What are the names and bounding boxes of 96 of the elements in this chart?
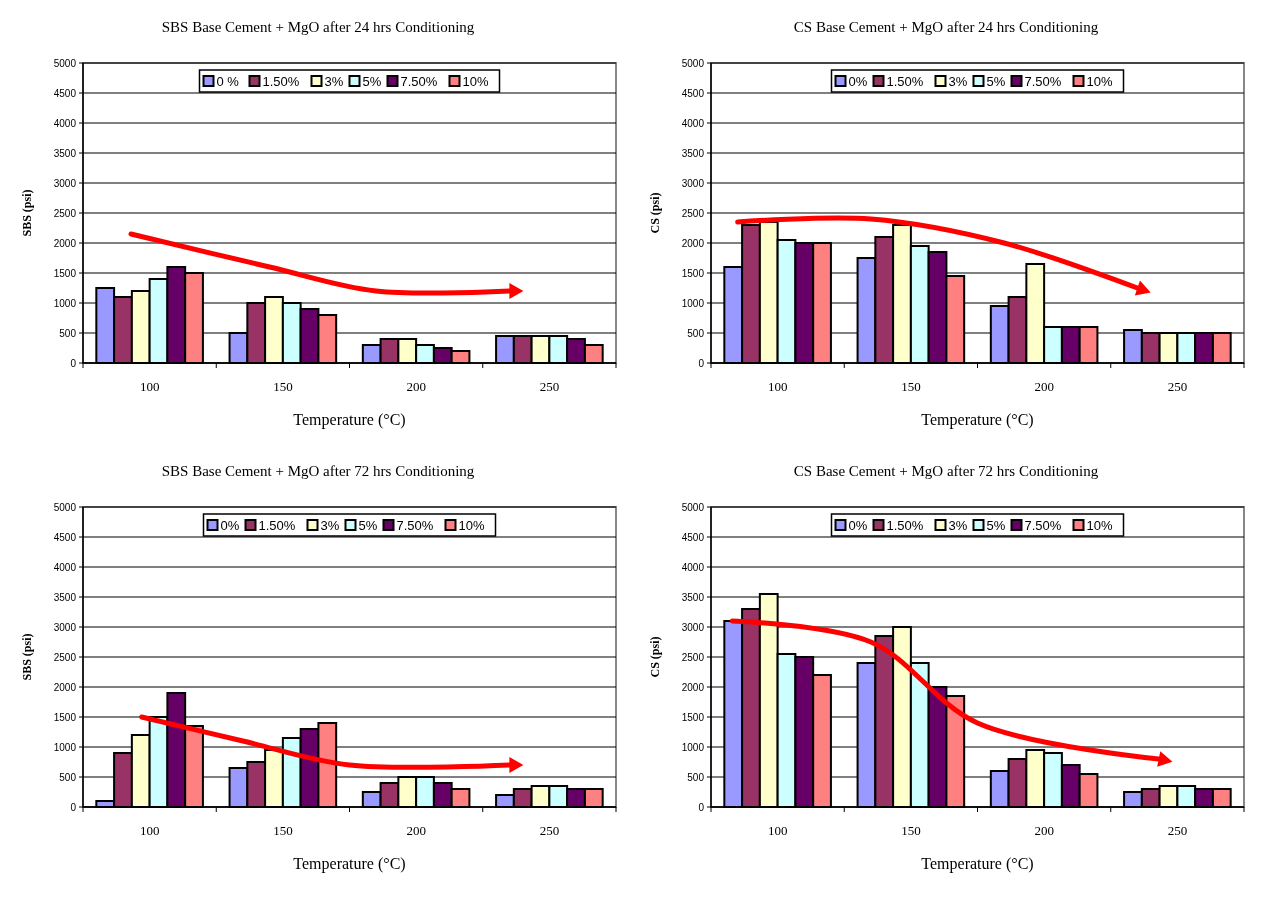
legend-label: 10% <box>458 517 485 533</box>
y-tick-label: 2000 <box>681 681 705 693</box>
x-tick-label: 200 <box>406 379 426 394</box>
legend-label: 7.50% <box>396 517 434 533</box>
y-tick-label: 1000 <box>53 297 77 309</box>
y-tick-label: 2500 <box>53 651 77 663</box>
x-tick-label: 100 <box>139 823 160 838</box>
x-tick-label: 100 <box>767 823 788 838</box>
y-tick-label: 1000 <box>681 741 705 753</box>
y-tick-label: 500 <box>687 327 705 339</box>
y-tick-label: 4000 <box>53 561 77 573</box>
y-tick-label: 4000 <box>681 561 705 573</box>
y-tick-label: 1500 <box>53 711 77 723</box>
y-tick-label: 1500 <box>681 267 705 279</box>
y-tick-label: 0 <box>698 357 705 369</box>
y-tick-label: 4500 <box>53 531 77 543</box>
y-tick-label: 500 <box>687 771 705 783</box>
y-tick-label: 4000 <box>681 117 705 129</box>
y-tick-label: 2000 <box>53 681 77 693</box>
chart-title: SBS Base Cement + MgO after 24 hrs Conditioning <box>161 19 475 35</box>
x-tick-label: 200 <box>1034 379 1054 394</box>
y-axis-title: CS (psi) <box>648 636 662 678</box>
y-tick-label: 2000 <box>681 237 705 249</box>
legend-label: 5% <box>986 73 1006 89</box>
x-tick-label: 250 <box>1167 379 1188 394</box>
legend-label: 5% <box>358 517 378 533</box>
y-tick-label: 3500 <box>53 147 77 159</box>
y-tick-label: 1000 <box>53 741 77 753</box>
y-tick-label: 1500 <box>53 267 77 279</box>
x-tick-label: 250 <box>539 823 560 838</box>
x-tick-label: 150 <box>273 823 293 838</box>
x-tick-label: 250 <box>539 379 560 394</box>
y-tick-label: 0 <box>70 357 77 369</box>
y-tick-label: 3000 <box>681 621 705 633</box>
y-tick-label: 3000 <box>53 177 77 189</box>
legend-label: 7.50% <box>1024 73 1062 89</box>
x-tick-label: 100 <box>139 379 160 394</box>
x-tick-label: 250 <box>1167 823 1188 838</box>
y-axis-title: SBS (psi) <box>20 189 34 237</box>
y-tick-label: 5000 <box>53 501 77 513</box>
legend-label: 5% <box>362 73 382 89</box>
y-tick-label: 500 <box>59 771 77 783</box>
legend-label: 1.50% <box>262 73 300 89</box>
y-tick-label: 2500 <box>681 651 705 663</box>
legend-label: 7.50% <box>1024 517 1062 533</box>
legend-label: 10% <box>462 73 489 89</box>
x-tick-label: 150 <box>273 379 293 394</box>
legend-label: 1.50% <box>258 517 296 533</box>
x-axis-title: Temperature (°C) <box>921 411 1034 429</box>
y-tick-label: 3000 <box>53 621 77 633</box>
y-tick-label: 4500 <box>53 87 77 99</box>
y-tick-label: 3000 <box>681 177 705 189</box>
legend-label: 0% <box>848 73 868 89</box>
y-tick-label: 0 <box>698 801 705 813</box>
legend-label: 3% <box>320 517 340 533</box>
legend-label: 10% <box>1086 73 1113 89</box>
y-tick-label: 2500 <box>681 207 705 219</box>
legend-label: 0 % <box>216 73 240 89</box>
legend-label: 10% <box>1086 517 1113 533</box>
y-tick-label: 3500 <box>681 147 705 159</box>
y-tick-label: 5000 <box>681 501 705 513</box>
legend-label: 7.50% <box>400 73 438 89</box>
x-tick-label: 150 <box>901 823 921 838</box>
x-tick-label: 100 <box>767 379 788 394</box>
legend-label: 3% <box>948 517 968 533</box>
x-tick-label: 200 <box>1034 823 1054 838</box>
legend-label: 0% <box>848 517 868 533</box>
legend-label: 3% <box>948 73 968 89</box>
y-tick-label: 5000 <box>53 57 77 69</box>
y-tick-label: 3500 <box>53 591 77 603</box>
y-tick-label: 0 <box>70 801 77 813</box>
y-tick-label: 4000 <box>53 117 77 129</box>
y-tick-label: 500 <box>59 327 77 339</box>
y-tick-label: 1500 <box>681 711 705 723</box>
x-axis-title: Temperature (°C) <box>293 411 406 429</box>
legend-label: 1.50% <box>886 73 924 89</box>
legend-label: 3% <box>324 73 344 89</box>
y-tick-label: 4500 <box>681 531 705 543</box>
chart-title: CS Base Cement + MgO after 72 hrs Conditioning <box>793 463 1099 479</box>
x-tick-label: 200 <box>406 823 426 838</box>
y-tick-label: 2500 <box>53 207 77 219</box>
x-axis-title: Temperature (°C) <box>293 855 406 873</box>
legend-label: 5% <box>986 517 1006 533</box>
x-tick-label: 150 <box>901 379 921 394</box>
x-axis-title: Temperature (°C) <box>921 855 1034 873</box>
y-axis-title: SBS (psi) <box>20 633 34 681</box>
chart-title: SBS Base Cement + MgO after 72 hrs Conditioning <box>161 463 475 479</box>
y-axis-title: CS (psi) <box>648 192 662 234</box>
y-tick-label: 2000 <box>53 237 77 249</box>
legend-label: 0% <box>220 517 240 533</box>
y-tick-label: 1000 <box>681 297 705 309</box>
y-tick-label: 4500 <box>681 87 705 99</box>
y-tick-label: 3500 <box>681 591 705 603</box>
legend-label: 1.50% <box>886 517 924 533</box>
y-tick-label: 5000 <box>681 57 705 69</box>
chart-title: CS Base Cement + MgO after 24 hrs Conditioning <box>793 19 1099 35</box>
